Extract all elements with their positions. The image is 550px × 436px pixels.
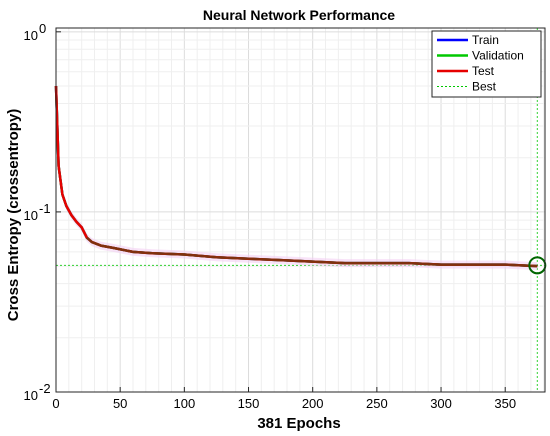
series-layer <box>54 82 538 271</box>
y-tick-exponent: -2 <box>39 381 51 396</box>
y-tick-exponent: 0 <box>39 21 46 36</box>
grid <box>56 28 545 393</box>
y-tick-label: 10 <box>24 388 38 403</box>
x-tick-label: 100 <box>173 396 195 411</box>
x-tick-label: 150 <box>238 396 260 411</box>
legend-label-train: Train <box>472 33 499 47</box>
y-axis-label: Cross Entropy (crossentropy) <box>5 109 22 322</box>
chart-title: Neural Network Performance <box>203 7 395 23</box>
x-tick-label: 50 <box>113 396 127 411</box>
y-tick-label: 10 <box>24 28 38 43</box>
x-tick-label: 250 <box>366 396 388 411</box>
x-axis-label: 381 Epochs <box>257 415 340 432</box>
overlap-line <box>86 236 538 268</box>
plot-frame <box>55 27 546 393</box>
y-tick-exponent: -1 <box>39 201 51 216</box>
legend-label-best: Best <box>472 80 497 94</box>
legend-label-validation: Validation <box>472 49 524 63</box>
legend-label-test: Test <box>472 64 495 78</box>
x-tick-label: 300 <box>430 396 452 411</box>
x-axis-ticks: 0 50 100 150 200 250 300 350 <box>52 387 516 411</box>
y-tick-label: 10 <box>24 208 38 223</box>
x-tick-label: 350 <box>494 396 516 411</box>
x-tick-label: 200 <box>302 396 324 411</box>
x-tick-label: 0 <box>52 396 59 411</box>
